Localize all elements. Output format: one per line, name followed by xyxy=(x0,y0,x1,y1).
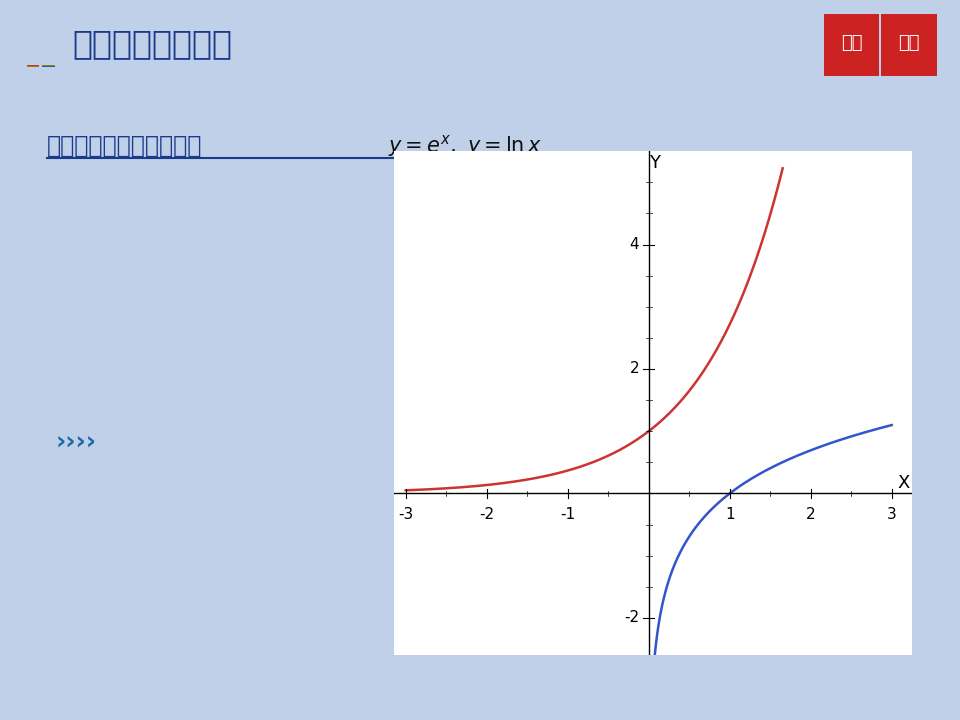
Text: 下页: 下页 xyxy=(899,34,920,53)
Text: X: X xyxy=(898,474,909,492)
Bar xyxy=(42,65,55,66)
Bar xyxy=(881,14,937,76)
Bar xyxy=(27,66,39,68)
Text: -2: -2 xyxy=(479,507,494,522)
Text: 1: 1 xyxy=(725,507,734,522)
Bar xyxy=(27,65,39,66)
Text: ››››: ›››› xyxy=(56,431,97,454)
Text: -1: -1 xyxy=(561,507,575,522)
Text: $y=e^x,\ y=\ln x$: $y=e^x,\ y=\ln x$ xyxy=(388,133,541,159)
Text: 3: 3 xyxy=(887,507,897,522)
Text: 二、指数函数与对数函数: 二、指数函数与对数函数 xyxy=(47,133,203,158)
Text: 课题一、函数作图: 课题一、函数作图 xyxy=(72,27,232,60)
Text: -2: -2 xyxy=(624,611,639,626)
Text: 2: 2 xyxy=(806,507,816,522)
Text: 2: 2 xyxy=(630,361,639,377)
Text: 4: 4 xyxy=(630,237,639,252)
Text: Y: Y xyxy=(649,154,660,172)
Text: 上页: 上页 xyxy=(841,34,862,53)
Text: -3: -3 xyxy=(398,507,414,522)
Bar xyxy=(42,66,55,68)
Bar xyxy=(824,14,879,76)
